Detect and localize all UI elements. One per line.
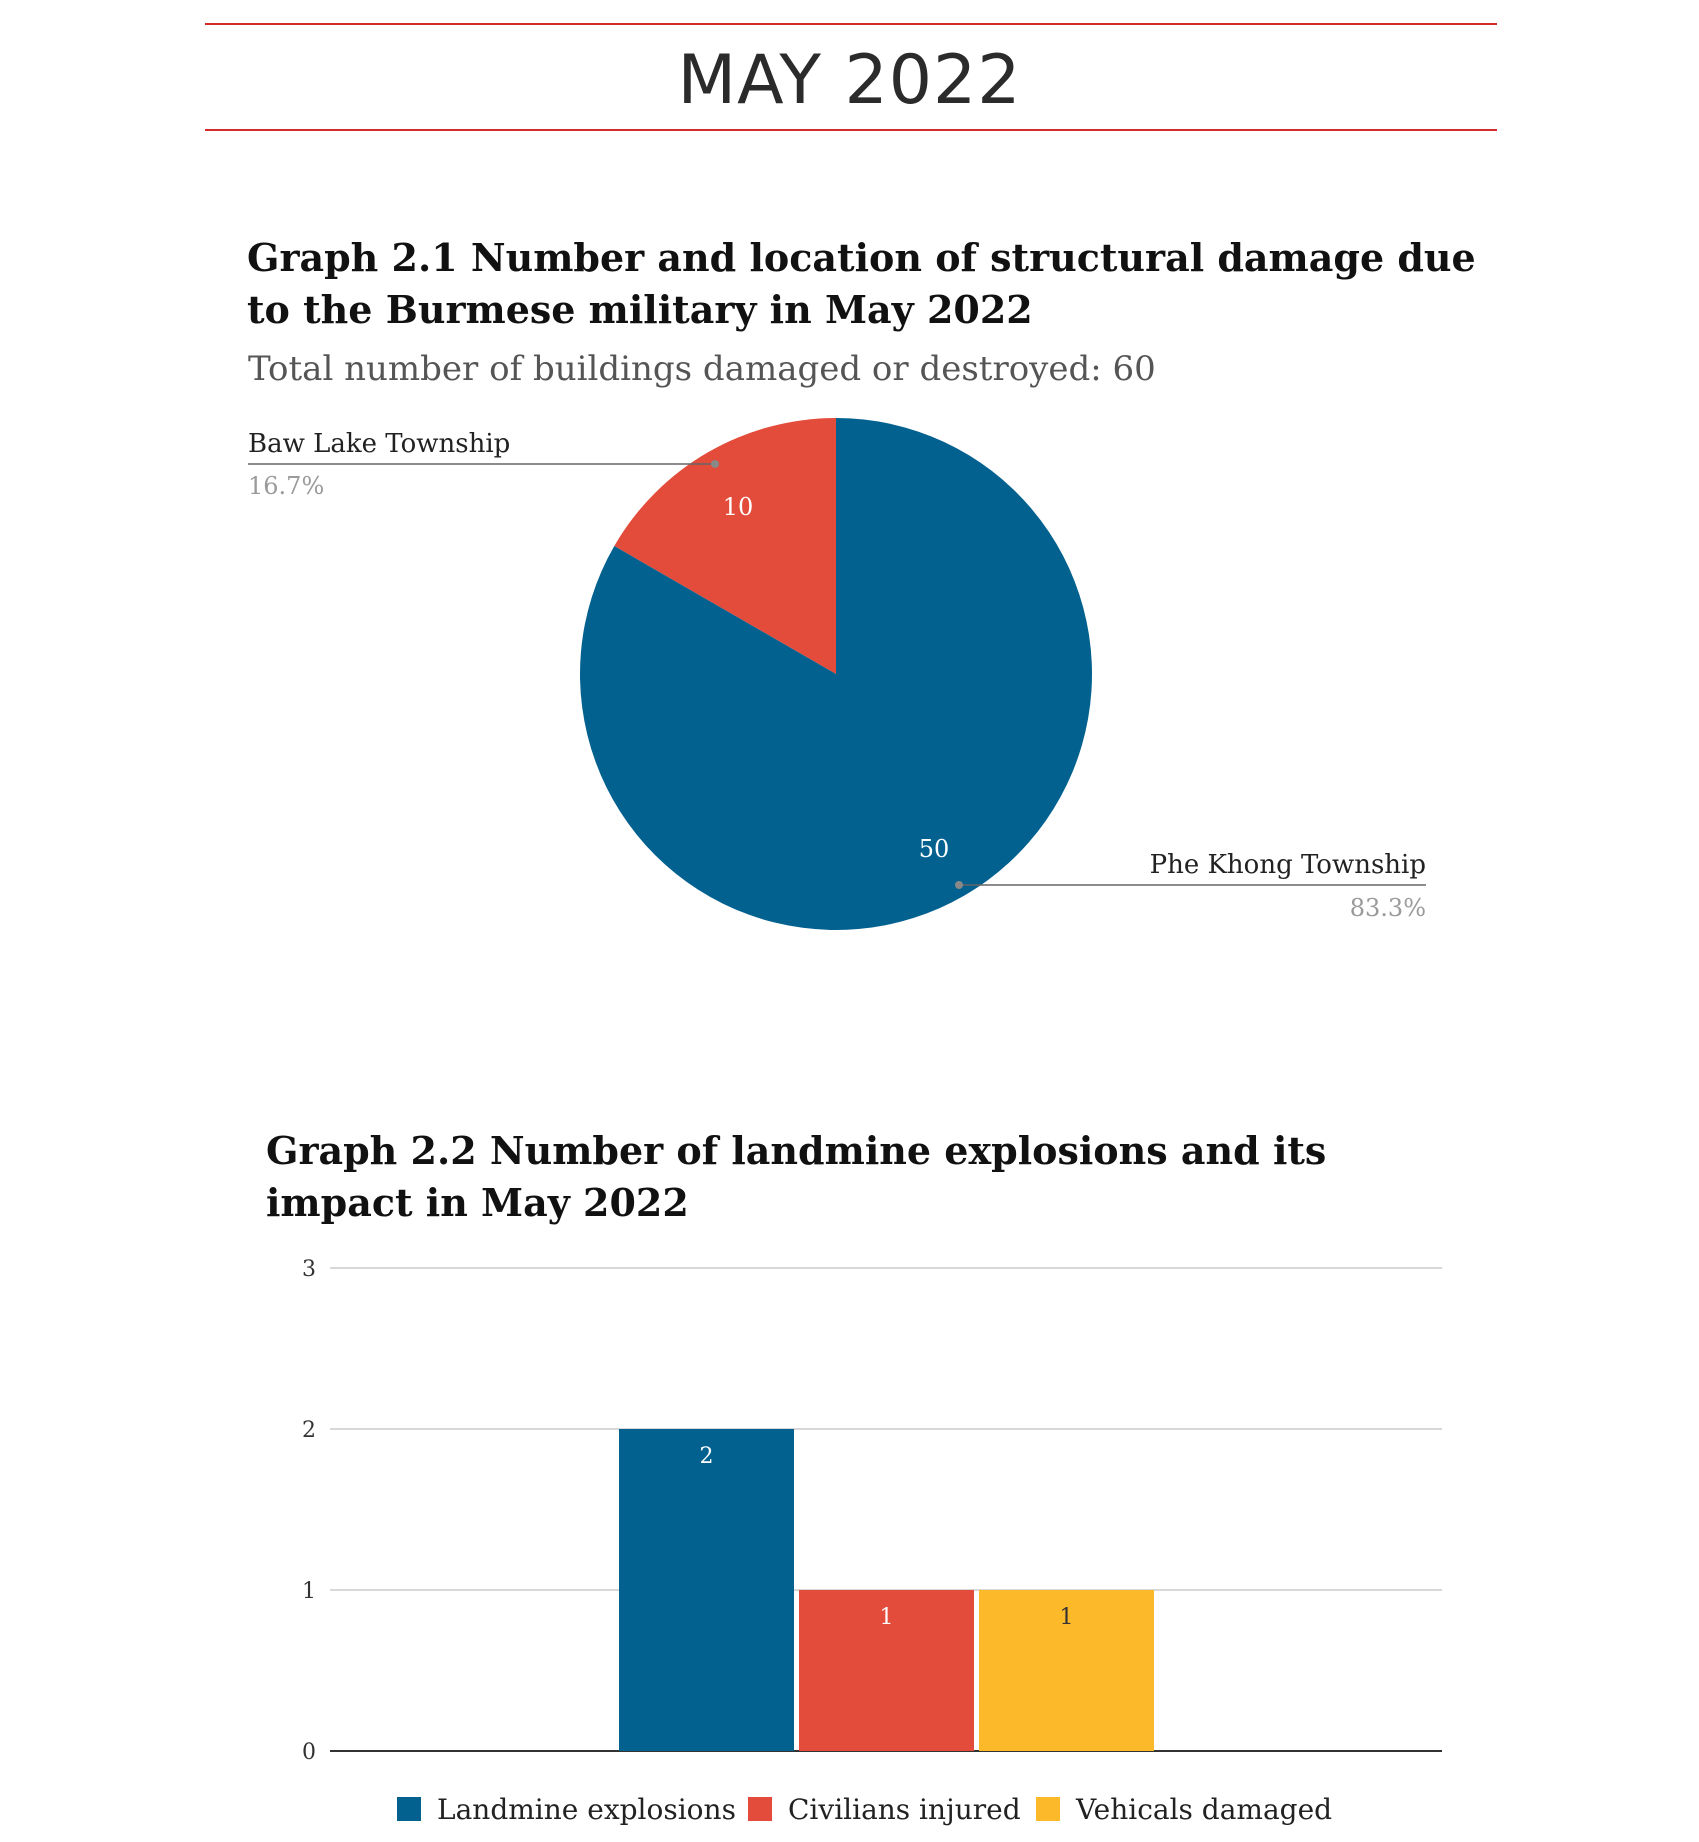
pie-slice-phe-khong-township xyxy=(579,418,1092,930)
pie-leader-dot-baw-lake-township xyxy=(711,460,719,468)
header-rule-top xyxy=(205,23,1497,25)
bar-y-tick-label: 2 xyxy=(302,1418,316,1443)
bar-y-tick-label: 0 xyxy=(302,1740,316,1765)
bar-vehicals-damaged xyxy=(979,1590,1154,1751)
bar-value-label-civilians-injured: 1 xyxy=(880,1605,894,1630)
pie-leader-dot-phe-khong-township xyxy=(955,881,963,889)
pie-slice-baw-lake-township xyxy=(614,418,836,674)
legend-label-civilians-injured: Civilians injured xyxy=(788,1793,1021,1826)
bar-civilians-injured xyxy=(799,1590,974,1751)
pie-value-label-phe-khong-township: 50 xyxy=(919,835,950,863)
pie-chart-subtitle: Total number of buildings damaged or des… xyxy=(248,349,1156,389)
pie-percent-baw-lake-township: 16.7% xyxy=(248,472,324,500)
header-rule-bottom xyxy=(205,129,1497,131)
pie-chart: 10 50 Baw Lake Township 16.7% Phe Khong Town… xyxy=(248,418,1426,930)
pie-percent-phe-khong-township: 83.3% xyxy=(1350,894,1426,922)
bar-y-tick-label: 3 xyxy=(302,1257,316,1282)
pie-chart-title: Graph 2.1 Number and location of structu… xyxy=(247,235,1476,332)
bar-value-label-vehicals-damaged: 1 xyxy=(1060,1605,1074,1630)
bar-landmine-explosions xyxy=(619,1429,794,1751)
page-title: MAY 2022 xyxy=(677,41,1022,120)
bar-y-tick-label: 1 xyxy=(302,1579,316,1604)
pie-label-baw-lake-township: Baw Lake Township xyxy=(248,429,510,459)
legend-swatch-vehicals-damaged xyxy=(1036,1797,1060,1821)
pie-value-label-baw-lake-township: 10 xyxy=(723,493,754,521)
legend-label-landmine-explosions: Landmine explosions xyxy=(437,1793,736,1826)
legend-swatch-landmine-explosions xyxy=(397,1797,421,1821)
bar-chart-title: Graph 2.2 Number of landmine explosions … xyxy=(266,1128,1327,1225)
bar-value-label-landmine-explosions: 2 xyxy=(700,1444,714,1469)
legend-swatch-civilians-injured xyxy=(748,1797,772,1821)
pie-label-phe-khong-township: Phe Khong Township xyxy=(1150,850,1426,880)
legend-label-vehicals-damaged: Vehicals damaged xyxy=(1075,1793,1332,1826)
